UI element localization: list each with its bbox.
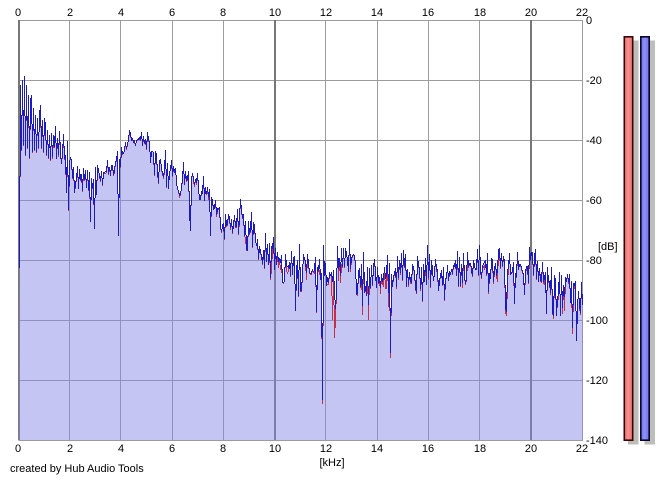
svg-text:14: 14 xyxy=(371,443,383,455)
svg-text:-40: -40 xyxy=(586,135,602,147)
svg-text:12: 12 xyxy=(320,443,332,455)
svg-text:-120: -120 xyxy=(586,375,608,387)
svg-text:16: 16 xyxy=(422,443,434,455)
svg-text:22: 22 xyxy=(576,7,588,19)
svg-text:16: 16 xyxy=(422,7,434,19)
svg-text:20: 20 xyxy=(525,443,537,455)
svg-text:0: 0 xyxy=(586,15,592,27)
svg-text:12: 12 xyxy=(320,7,332,19)
svg-text:created by Hub Audio Tools: created by Hub Audio Tools xyxy=(10,463,144,475)
svg-text:[kHz]: [kHz] xyxy=(319,457,344,469)
svg-text:2: 2 xyxy=(67,443,73,455)
svg-text:[dB]: [dB] xyxy=(598,241,618,253)
svg-text:0: 0 xyxy=(15,7,21,19)
svg-text:14: 14 xyxy=(371,7,383,19)
svg-text:8: 8 xyxy=(220,443,226,455)
svg-text:22: 22 xyxy=(576,443,588,455)
svg-text:10: 10 xyxy=(269,7,281,19)
svg-text:8: 8 xyxy=(220,7,226,19)
svg-text:4: 4 xyxy=(118,7,124,19)
svg-text:-20: -20 xyxy=(586,75,602,87)
svg-text:20: 20 xyxy=(525,7,537,19)
svg-text:6: 6 xyxy=(169,443,175,455)
svg-text:2: 2 xyxy=(67,7,73,19)
svg-text:0: 0 xyxy=(15,443,21,455)
svg-text:-100: -100 xyxy=(586,315,608,327)
svg-text:18: 18 xyxy=(474,443,486,455)
svg-text:-140: -140 xyxy=(586,435,608,447)
svg-text:6: 6 xyxy=(169,7,175,19)
svg-text:-60: -60 xyxy=(586,195,602,207)
svg-text:10: 10 xyxy=(269,443,281,455)
svg-text:18: 18 xyxy=(474,7,486,19)
svg-text:4: 4 xyxy=(118,443,124,455)
svg-text:-80: -80 xyxy=(586,255,602,267)
